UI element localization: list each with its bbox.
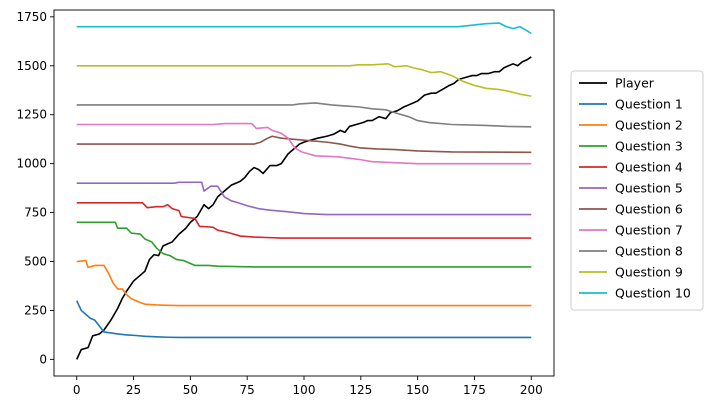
- series-line-question-5: [76, 181, 532, 216]
- series-line-question-2: [76, 259, 532, 307]
- y-tick-label: 1500: [16, 59, 47, 73]
- y-tick-label: 250: [24, 303, 47, 317]
- legend-label-question-10: Question 10: [615, 286, 691, 301]
- y-tick-label: 0: [39, 352, 47, 366]
- plot-lines: [76, 22, 532, 360]
- x-tick-label: 100: [293, 383, 316, 397]
- y-tick-label: 500: [24, 255, 47, 269]
- x-tick-label: 0: [73, 383, 81, 397]
- x-tick-label: 125: [349, 383, 372, 397]
- legend-label-question-3: Question 3: [615, 139, 683, 154]
- x-tick-label: 150: [406, 383, 429, 397]
- series-line-question-3: [76, 221, 532, 268]
- series-line-question-8: [76, 102, 532, 128]
- legend-label-player: Player: [615, 76, 655, 91]
- legend-label-question-7: Question 7: [615, 223, 683, 238]
- series-line-question-10: [76, 22, 532, 35]
- x-axis: 0 25 50 75 100 125 150 175 200: [73, 376, 543, 397]
- x-tick-label: 75: [240, 383, 255, 397]
- series-line-player: [76, 56, 532, 360]
- series-line-question-7: [76, 122, 532, 165]
- y-tick-label: 750: [24, 206, 47, 220]
- series-line-question-4: [76, 201, 532, 239]
- legend-label-question-6: Question 6: [615, 202, 683, 217]
- legend-label-question-8: Question 8: [615, 244, 683, 259]
- x-tick-label: 200: [520, 383, 543, 397]
- legend-label-question-4: Question 4: [615, 160, 683, 175]
- legend-label-question-5: Question 5: [615, 181, 683, 196]
- legend-label-question-9: Question 9: [615, 265, 683, 280]
- series-line-question-9: [76, 63, 532, 97]
- legend: Player Question 1 Question 2 Question 3 Ques…: [570, 70, 704, 311]
- legend-label-question-2: Question 2: [615, 118, 683, 133]
- y-axis: 0 250 500 750 1000 1250 1500 1750: [16, 10, 54, 366]
- series-line-question-6: [76, 135, 532, 154]
- legend-label-question-1: Question 1: [615, 97, 683, 112]
- y-tick-label: 1250: [16, 108, 47, 122]
- y-tick-label: 1750: [16, 10, 47, 24]
- series-line-question-1: [76, 300, 532, 339]
- y-tick-label: 1000: [16, 157, 47, 171]
- x-tick-label: 175: [463, 383, 486, 397]
- x-tick-label: 25: [126, 383, 141, 397]
- x-tick-label: 50: [183, 383, 198, 397]
